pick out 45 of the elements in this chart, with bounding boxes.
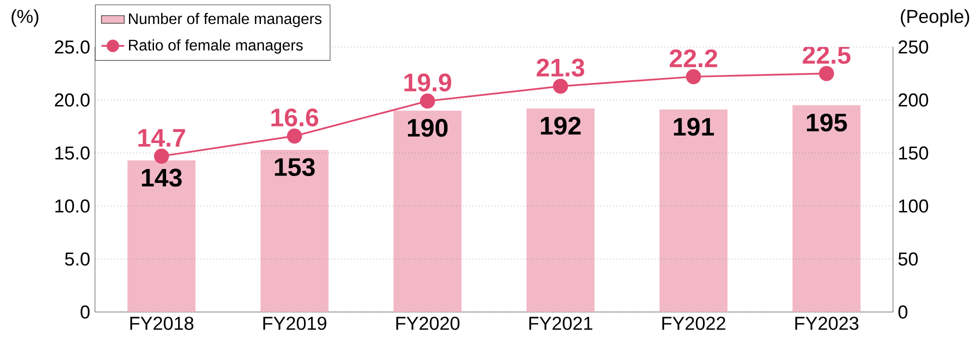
y-tick-label: 10.0 <box>55 199 90 213</box>
point <box>552 78 568 94</box>
bar <box>792 105 860 312</box>
data-label: 21.3 <box>536 58 584 77</box>
data-label: 143 <box>142 168 182 187</box>
x-tick-label: FY2023 <box>795 316 858 330</box>
point <box>420 94 436 109</box>
x-tick-label: FY2018 <box>130 316 194 330</box>
data-label: 22.2 <box>670 49 718 68</box>
y2-tick-label: 0 <box>898 305 908 319</box>
data-label: 191 <box>674 118 714 136</box>
y2-tick-label: 250 <box>898 40 928 54</box>
bar <box>128 160 196 312</box>
y-tick-label: 25.0 <box>54 40 90 54</box>
point <box>686 69 702 84</box>
legend-label: Ratio of female managers <box>129 39 303 54</box>
data-label: 16.6 <box>271 108 318 126</box>
y2-tick-label: 100 <box>899 199 928 213</box>
data-label: 190 <box>408 118 448 137</box>
point <box>818 66 834 82</box>
x-tick-label: FY2022 <box>662 316 726 330</box>
x-tick-label: FY2020 <box>396 316 460 330</box>
y2-tick-label: 50 <box>898 252 918 266</box>
bar <box>260 150 329 312</box>
y-axis-title: (%) <box>12 9 38 27</box>
y-tick-label: 0 <box>80 305 90 319</box>
data-label: 153 <box>274 158 315 176</box>
bar <box>394 110 462 312</box>
y-tick-label: 20.0 <box>54 93 90 107</box>
x-tick-label: FY2019 <box>263 316 326 330</box>
point <box>154 148 170 164</box>
point <box>286 128 302 144</box>
x-tick-label: FY2021 <box>529 316 592 330</box>
data-label: 192 <box>540 116 581 135</box>
y2-tick-label: 150 <box>899 146 928 160</box>
bar <box>660 110 728 312</box>
data-label: 195 <box>806 114 847 132</box>
y-tick-label: 15.0 <box>55 146 90 160</box>
data-label: 19.9 <box>404 74 452 92</box>
y2-axis-title: (People) <box>900 9 970 27</box>
bar <box>526 108 595 312</box>
y2-tick-label: 200 <box>898 93 928 107</box>
y-tick-label: 5.0 <box>65 252 90 266</box>
data-label: 14.7 <box>138 129 186 147</box>
legend-label: Number of female managers <box>129 12 322 28</box>
